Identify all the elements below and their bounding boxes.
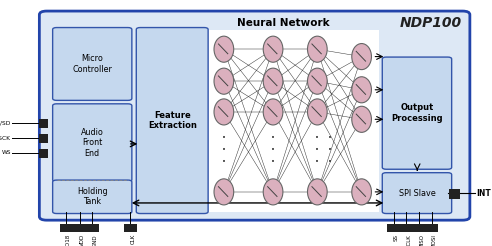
Text: •: • <box>328 147 332 153</box>
Ellipse shape <box>263 68 283 94</box>
FancyBboxPatch shape <box>53 28 132 100</box>
Bar <box>73 224 86 232</box>
Text: Holding
Tank: Holding Tank <box>77 187 108 206</box>
Text: •: • <box>222 135 226 141</box>
Text: •: • <box>271 147 275 153</box>
Ellipse shape <box>308 36 327 62</box>
Text: SCLK: SCLK <box>406 234 411 246</box>
Bar <box>124 224 137 232</box>
Bar <box>39 149 48 158</box>
Text: •: • <box>271 135 275 141</box>
Text: •: • <box>222 159 226 165</box>
Ellipse shape <box>263 99 283 125</box>
Text: •: • <box>328 135 332 141</box>
Bar <box>449 189 460 199</box>
Ellipse shape <box>308 179 327 205</box>
FancyBboxPatch shape <box>53 180 132 214</box>
Ellipse shape <box>308 99 327 125</box>
FancyBboxPatch shape <box>209 30 379 212</box>
Bar <box>86 224 99 232</box>
Text: GND: GND <box>92 234 97 246</box>
Bar <box>60 224 73 232</box>
Text: Audio
Front
End: Audio Front End <box>81 128 104 158</box>
Bar <box>426 224 438 232</box>
FancyBboxPatch shape <box>136 28 208 214</box>
Ellipse shape <box>352 179 371 205</box>
Text: SPI Slave: SPI Slave <box>399 189 435 198</box>
Text: SS: SS <box>394 234 399 241</box>
Ellipse shape <box>352 106 371 132</box>
Ellipse shape <box>263 36 283 62</box>
Text: PDAT/SD: PDAT/SD <box>0 121 11 125</box>
FancyBboxPatch shape <box>53 104 132 182</box>
Bar <box>413 224 426 232</box>
Ellipse shape <box>352 77 371 103</box>
Ellipse shape <box>214 99 234 125</box>
Bar <box>400 224 413 232</box>
Text: INT: INT <box>476 189 491 198</box>
Text: Neural Network: Neural Network <box>237 18 329 28</box>
FancyBboxPatch shape <box>382 173 452 214</box>
Ellipse shape <box>352 44 371 70</box>
FancyBboxPatch shape <box>39 11 470 220</box>
Text: •: • <box>328 159 332 165</box>
Text: NDP100: NDP100 <box>400 16 461 30</box>
Text: WS: WS <box>1 150 11 155</box>
Text: •: • <box>271 159 275 165</box>
FancyBboxPatch shape <box>382 57 452 169</box>
Text: Output
Processing: Output Processing <box>391 104 443 123</box>
Text: MISO: MISO <box>419 234 424 246</box>
Ellipse shape <box>263 179 283 205</box>
Bar <box>39 134 48 143</box>
Text: •: • <box>315 159 319 165</box>
Text: •: • <box>315 135 319 141</box>
Bar <box>39 119 48 128</box>
Text: VDD18: VDD18 <box>66 234 71 246</box>
Text: VDD: VDD <box>80 234 85 246</box>
Text: •: • <box>222 147 226 153</box>
Ellipse shape <box>214 68 234 94</box>
Text: Micro
Controller: Micro Controller <box>72 54 112 74</box>
Text: Feature
Extraction: Feature Extraction <box>148 111 197 130</box>
Ellipse shape <box>308 68 327 94</box>
Bar <box>387 224 400 232</box>
Text: MOSI: MOSI <box>432 234 437 246</box>
Ellipse shape <box>214 179 234 205</box>
Ellipse shape <box>214 36 234 62</box>
Text: •: • <box>315 147 319 153</box>
Text: CLK/SCK: CLK/SCK <box>0 135 11 140</box>
Text: CLK: CLK <box>130 234 135 245</box>
